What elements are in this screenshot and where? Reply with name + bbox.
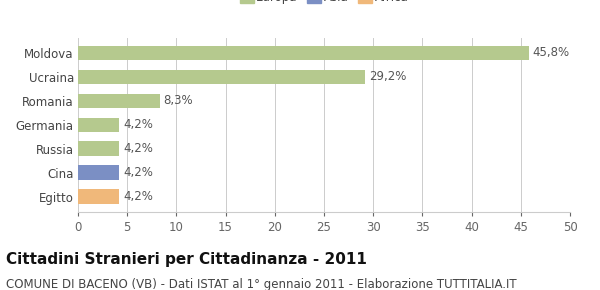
Legend: Europa, Asia, Africa: Europa, Asia, Africa: [240, 0, 408, 4]
Bar: [78, 189, 119, 204]
Bar: [78, 142, 119, 156]
Text: 45,8%: 45,8%: [533, 46, 570, 59]
Text: 4,2%: 4,2%: [123, 142, 153, 155]
Text: Cittadini Stranieri per Cittadinanza - 2011: Cittadini Stranieri per Cittadinanza - 2…: [6, 252, 367, 267]
Bar: [78, 70, 365, 84]
Text: 8,3%: 8,3%: [164, 94, 193, 107]
Text: 29,2%: 29,2%: [369, 70, 407, 83]
Text: COMUNE DI BACENO (VB) - Dati ISTAT al 1° gennaio 2011 - Elaborazione TUTTITALIA.: COMUNE DI BACENO (VB) - Dati ISTAT al 1°…: [6, 278, 517, 290]
Text: 4,2%: 4,2%: [123, 166, 153, 179]
Bar: [78, 165, 119, 180]
Bar: [78, 94, 160, 108]
Bar: [78, 117, 119, 132]
Text: 4,2%: 4,2%: [123, 118, 153, 131]
Bar: [78, 46, 529, 60]
Text: 4,2%: 4,2%: [123, 190, 153, 203]
